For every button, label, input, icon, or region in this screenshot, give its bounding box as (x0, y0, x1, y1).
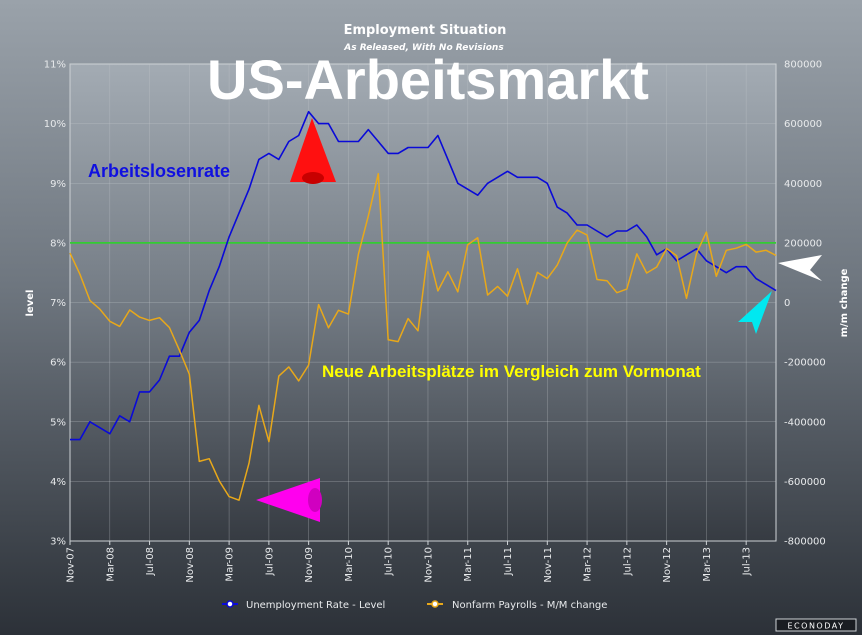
x-tick-label: Mar-09 (225, 547, 236, 582)
y-tick-left: 4% (50, 477, 66, 488)
magenta-left-arrow (256, 478, 322, 522)
y-tick-left: 6% (50, 358, 66, 369)
x-tick-label: Mar-08 (105, 547, 116, 582)
y-tick-right: -400000 (784, 417, 826, 428)
y-axis-right-label: m/m change (839, 268, 850, 337)
x-tick-label: Jul-11 (503, 547, 514, 576)
x-tick-label: Jul-12 (622, 547, 633, 576)
legend-item-payrolls: Nonfarm Payrolls - M/M change (427, 600, 607, 611)
white-left-arrow (778, 255, 822, 281)
red-up-arrow (290, 118, 336, 184)
y-tick-left: 9% (50, 179, 66, 190)
x-tick-label: Jul-08 (145, 547, 156, 576)
x-tick-label: Mar-11 (463, 547, 474, 582)
series-line-payrolls (69, 172, 777, 501)
cyan-up-arrow (738, 291, 772, 334)
y-tick-right: -200000 (784, 358, 826, 369)
y-tick-left: 3% (50, 537, 66, 548)
payrolls-annotation: Neue Arbeitsplätze im Vergleich zum Vorm… (322, 362, 701, 381)
y-tick-left: 10% (44, 119, 66, 130)
y-axis-left-label: level (25, 290, 36, 317)
y-tick-right: 0 (784, 298, 790, 309)
x-tick-label: Jul-09 (264, 547, 275, 576)
x-tick-label: Jul-13 (742, 547, 753, 576)
x-tick-label: Mar-10 (344, 547, 355, 582)
x-tick-label: Nov-09 (304, 547, 315, 583)
chart-title: Employment Situation (344, 23, 507, 38)
x-tick-label: Nov-12 (662, 547, 673, 583)
y-tick-right: -800000 (784, 537, 826, 548)
brand-logo: ECONODAY (775, 618, 857, 632)
x-tick-label: Mar-12 (583, 547, 594, 582)
y-tick-right: 600000 (784, 119, 822, 130)
unemployment-annotation: Arbeitslosenrate (88, 161, 230, 181)
y-tick-left: 5% (50, 417, 66, 428)
y-tick-left: 8% (50, 238, 66, 249)
x-tick-label: Nov-07 (66, 547, 77, 583)
x-tick-label: Nov-10 (423, 547, 434, 583)
axis-layer: 3% -800000 4% -600000 5% -400000 6% -200000 7% 0 8… (44, 60, 826, 583)
y-tick-right: 400000 (784, 179, 822, 190)
series-line-unemployment (70, 110, 777, 441)
legend-label-unemployment: Unemployment Rate - Level (246, 600, 385, 611)
y-tick-right: -600000 (784, 477, 826, 488)
legend-item-unemployment: Unemployment Rate - Level (222, 600, 385, 611)
y-tick-left: 7% (50, 298, 66, 309)
y-tick-right: 200000 (784, 238, 822, 249)
overlay-title: US-Arbeitsmarkt (207, 48, 649, 111)
y-tick-right: 800000 (784, 60, 822, 71)
series-layer (69, 110, 777, 501)
legend: Unemployment Rate - Level Nonfarm Payrol… (222, 600, 607, 611)
x-tick-label: Nov-08 (185, 547, 196, 583)
x-tick-label: Jul-10 (384, 547, 395, 576)
brand-text: ECONODAY (788, 622, 845, 631)
legend-label-payrolls: Nonfarm Payrolls - M/M change (452, 600, 607, 611)
y-tick-left: 11% (44, 60, 66, 71)
chart-subtitle: As Released, With No Revisions (343, 43, 504, 53)
x-tick-label: Nov-11 (543, 547, 554, 583)
x-tick-label: Mar-13 (702, 547, 713, 582)
